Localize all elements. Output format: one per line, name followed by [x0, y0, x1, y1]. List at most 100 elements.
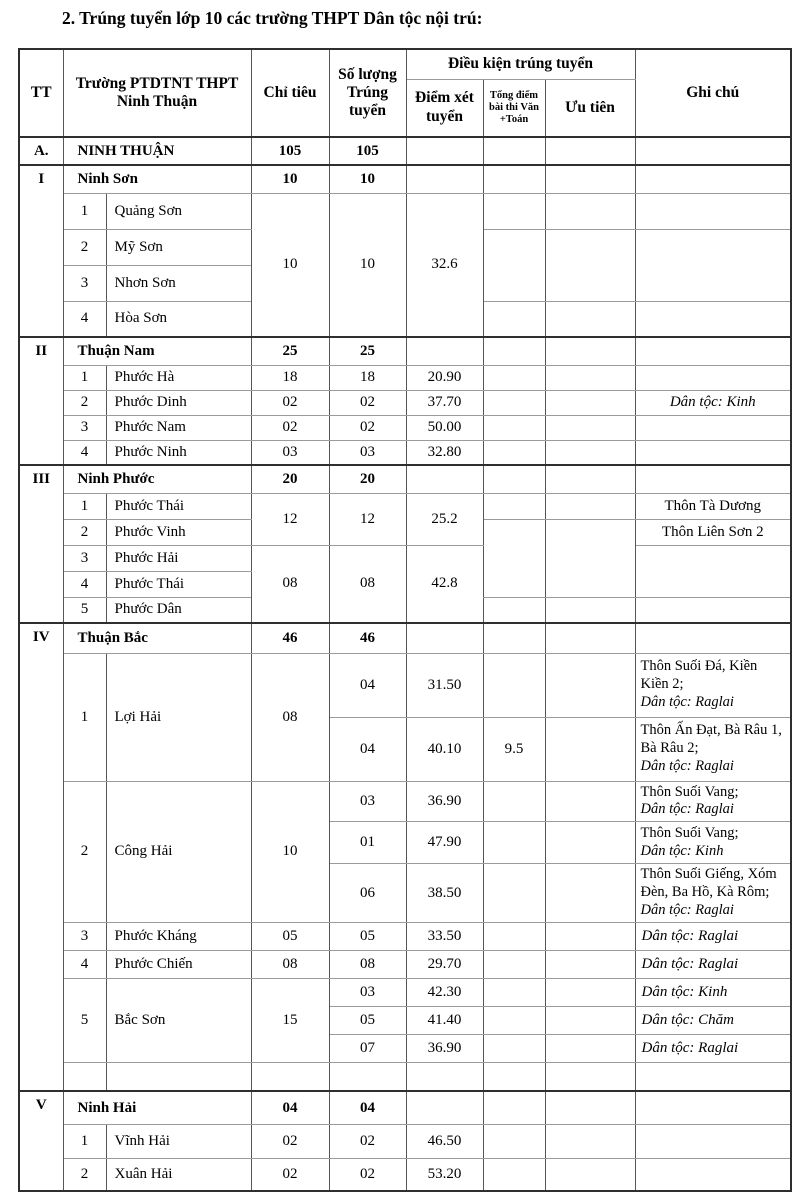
priority-cell [544, 652, 636, 718]
note-village: Thôn Suối Giếng, Xóm Đèn, Ba Hồ, Kà Rôm; [640, 866, 777, 901]
note-cell [634, 622, 792, 654]
admitted-cell: 05 [328, 1006, 407, 1036]
table-row: 1 Phước Hà 18 18 20.90 [19, 364, 792, 391]
row-number-cell: 4 [62, 439, 107, 466]
note-cell [634, 136, 792, 166]
school-cell: Phước Hải [105, 544, 252, 572]
quota-cell: 12 [250, 492, 330, 546]
table-row: 04 40.10 9.5 Thôn Ấn Đạt, Bà Râu 1, Bà R… [19, 716, 792, 782]
admitted-cell: 01 [328, 821, 407, 865]
table-row: 2 Công Hải 10 03 36.90 Thôn Suối Vang; D… [19, 780, 792, 924]
quota-cell [250, 1062, 330, 1092]
priority-cell [544, 622, 636, 654]
score-cell: 25.2 [405, 492, 484, 546]
total-cell [482, 228, 546, 302]
page-title: 2. Trúng tuyển lớp 10 các trường THPT Dâ… [62, 8, 483, 28]
note-cell: Thôn Ấn Đạt, Bà Râu 1, Bà Râu 2; Dân tộc… [634, 716, 792, 782]
score-cell: 42.8 [405, 544, 484, 624]
school-cell: NINH THUẬN [62, 136, 252, 166]
note-cell: Thôn Suối Vang; Dân tộc: Raglai [634, 780, 792, 823]
score-cell [405, 164, 484, 194]
note-cell: Dân tộc: Raglai [634, 922, 792, 952]
note-cell [634, 1124, 792, 1160]
school-cell: Hòa Sơn [105, 300, 252, 338]
admitted-cell: 12 [328, 492, 407, 546]
tt-cell: II [18, 336, 64, 466]
row-number-cell: 2 [62, 228, 107, 266]
note-village: Thôn Suối Vang; [640, 824, 739, 841]
admitted-cell: 20 [328, 464, 407, 494]
admitted-cell: 03 [328, 978, 407, 1008]
table-row: 1 Lợi Hải 08 04 31.50 Thôn Suối Đá, Kiền… [19, 652, 792, 782]
total-cell [482, 164, 546, 194]
total-cell [482, 364, 546, 391]
note-cell [634, 192, 792, 230]
total-cell [482, 622, 546, 654]
row-number-cell: 2 [62, 780, 107, 924]
admitted-cell: 02 [328, 1158, 407, 1192]
score-cell: 29.70 [405, 950, 484, 980]
school-cell: Ninh Hải [62, 1089, 252, 1126]
school-cell: Thuận Nam [62, 336, 252, 366]
admitted-cell: 18 [328, 364, 407, 391]
note-village: Thôn Ấn Đạt, Bà Râu 1, Bà Râu 2; [640, 722, 782, 757]
tt-cell: A. [18, 136, 64, 166]
tt-cell: III [18, 464, 64, 624]
note-ethnic: Dân tộc: Raglai [640, 902, 734, 919]
row-number-cell: 5 [62, 596, 107, 624]
quota-cell: 10 [250, 192, 330, 338]
table-row: 2 Phước Dinh 02 02 37.70 Dân tộc: Kinh [19, 389, 792, 416]
school-cell: Vĩnh Hải [105, 1124, 252, 1160]
priority-cell [544, 389, 636, 416]
row-number-cell: 3 [62, 544, 107, 572]
score-cell: 53.20 [405, 1158, 484, 1192]
priority-cell [544, 364, 636, 391]
table-row: 01 47.90 Thôn Suối Vang; Dân tộc: Kinh [19, 821, 792, 865]
school-cell: Ninh Phước [62, 464, 252, 494]
total-cell [482, 439, 546, 466]
table-row: 4 Phước Chiến 08 08 29.70 Dân tộc: Ragla… [19, 950, 792, 980]
note-cell [634, 464, 792, 494]
row-number-cell: 1 [62, 364, 107, 391]
school-cell: Quảng Sơn [105, 192, 252, 230]
priority-cell [544, 464, 636, 494]
admission-table: TT Trường PTDTNT THPT Ninh Thuận Chỉ tiê… [18, 48, 792, 1192]
score-cell [405, 136, 484, 166]
col-header-notes: Ghi chú [634, 48, 792, 138]
note-cell [634, 164, 792, 194]
total-cell [482, 1006, 546, 1036]
col-header-admitted: Số lượng Trúng tuyển [328, 48, 407, 138]
row-number-cell [62, 1062, 107, 1092]
admitted-cell: 25 [328, 336, 407, 366]
quota-cell: 18 [250, 364, 330, 391]
total-cell [482, 192, 546, 230]
table-row: 1 Phước Thái 12 12 25.2 Thôn Tà Dương [19, 492, 792, 546]
note-cell: Thôn Suối Giếng, Xóm Đèn, Ba Hồ, Kà Rôm;… [634, 863, 792, 924]
quota-cell: 10 [250, 780, 330, 924]
admitted-cell: 105 [328, 136, 407, 166]
table-row: 3 Phước Nam 02 02 50.00 [19, 414, 792, 441]
priority-cell [544, 192, 636, 230]
row-number-cell: 1 [62, 652, 107, 782]
table-row: 5 Bắc Sơn 15 03 42.30 Dân tộc: Kinh [19, 978, 792, 1064]
note-cell: Thôn Suối Vang; Dân tộc: Kinh [634, 821, 792, 865]
priority-cell [544, 414, 636, 441]
total-cell [482, 492, 546, 520]
note-ethnic: Dân tộc: Raglai [640, 757, 734, 774]
priority-cell [544, 492, 636, 520]
admitted-cell: 04 [328, 1089, 407, 1126]
quota-cell: 10 [250, 164, 330, 194]
priority-cell [544, 1089, 636, 1126]
admitted-cell: 02 [328, 414, 407, 441]
note-cell [634, 364, 792, 391]
row-number-cell: 3 [62, 414, 107, 441]
note-village: Thôn Suối Vang; [640, 783, 739, 800]
admitted-cell: 03 [328, 780, 407, 823]
priority-cell [544, 1158, 636, 1192]
admitted-cell: 10 [328, 164, 407, 194]
table-row: 2 Mỹ Sơn [19, 228, 792, 302]
school-cell: Công Hải [105, 780, 252, 924]
school-cell: Thuận Bắc [62, 622, 252, 654]
quota-cell: 04 [250, 1089, 330, 1126]
quota-cell: 20 [250, 464, 330, 494]
